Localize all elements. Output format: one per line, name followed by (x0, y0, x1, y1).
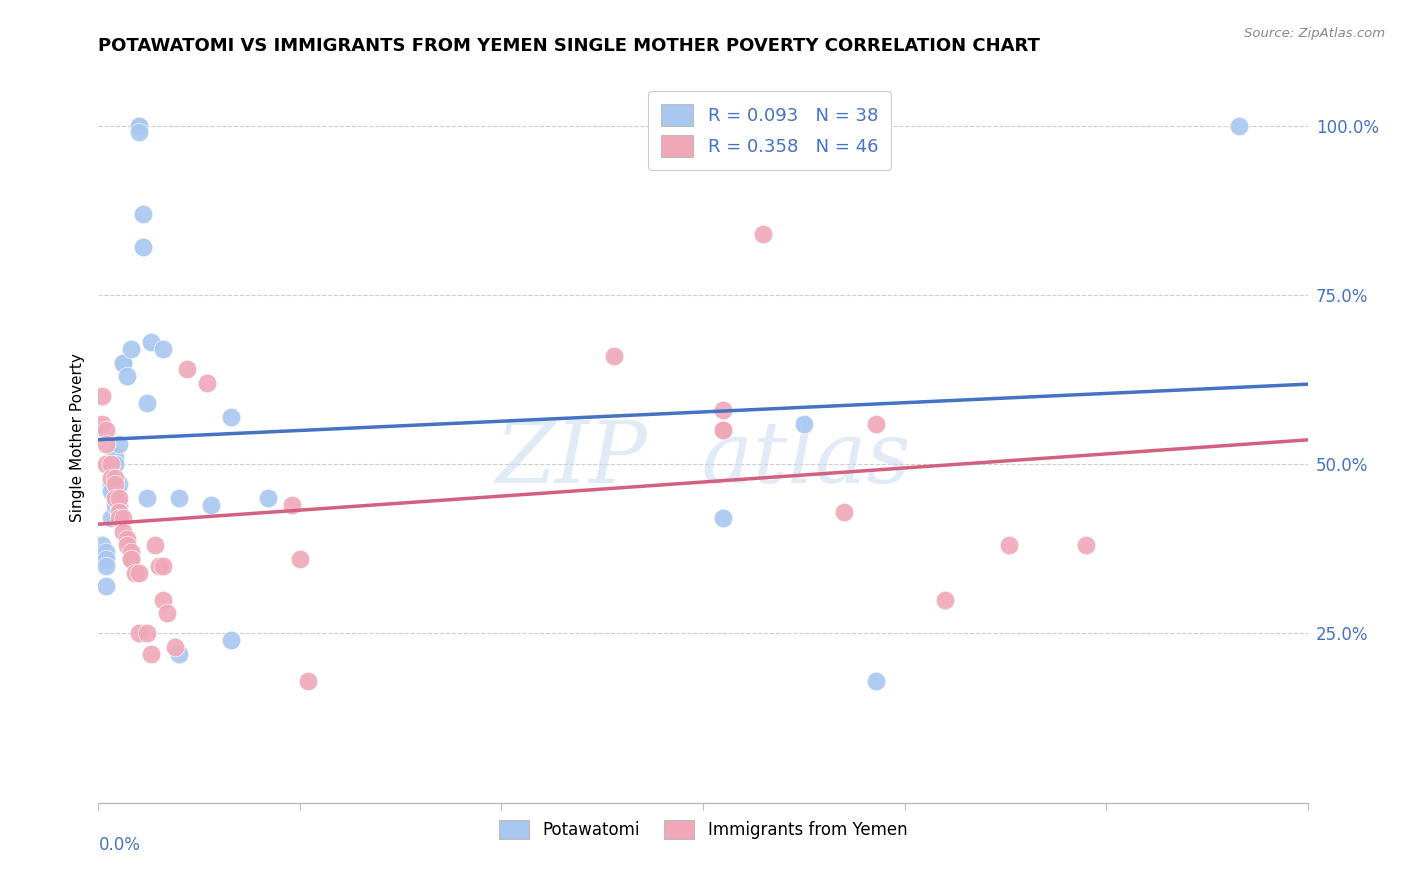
Point (793, 417, 815, 431)
Point (111, 355, 134, 369)
Point (603, 349, 626, 363)
Point (103, 457, 125, 471)
Point (100, 457, 122, 471)
Point (111, 524, 134, 539)
Point (711, 511, 734, 525)
Point (100, 471, 122, 485)
Point (288, 552, 311, 566)
Point (103, 477, 125, 491)
Point (120, 552, 142, 566)
Point (256, 491, 278, 505)
Point (152, 558, 174, 573)
Point (107, 505, 129, 519)
Legend: Potawatomi, Immigrants from Yemen: Potawatomi, Immigrants from Yemen (492, 814, 914, 846)
Point (167, 491, 190, 505)
Point (107, 498, 129, 512)
Point (91, 389, 114, 403)
Point (120, 552, 142, 566)
Point (120, 342, 142, 356)
Point (998, 538, 1021, 552)
Point (96, 545, 118, 559)
Point (103, 498, 125, 512)
Point (135, 396, 157, 410)
Point (139, 647, 162, 661)
Point (148, 558, 170, 573)
Point (163, 640, 186, 654)
Point (107, 511, 129, 525)
Point (128, 626, 150, 640)
Point (1227, 119, 1250, 133)
Point (100, 477, 122, 491)
Point (156, 606, 179, 620)
Y-axis label: Single Mother Poverty: Single Mother Poverty (69, 352, 84, 522)
Point (115, 532, 138, 546)
Point (96, 457, 118, 471)
Point (143, 538, 166, 552)
Point (152, 342, 174, 356)
Point (91, 538, 114, 552)
Text: 0.0%: 0.0% (98, 836, 141, 854)
Point (135, 491, 157, 505)
Point (96, 558, 118, 573)
Point (195, 376, 218, 390)
Point (152, 592, 174, 607)
Point (107, 477, 129, 491)
Point (711, 403, 734, 417)
Point (103, 471, 125, 485)
Text: ZIP  atlas: ZIP atlas (495, 417, 911, 500)
Point (96, 423, 118, 437)
Point (100, 484, 122, 499)
Point (96, 552, 118, 566)
Point (752, 227, 775, 241)
Point (111, 511, 134, 525)
Point (128, 119, 150, 133)
Point (107, 437, 129, 451)
Point (128, 566, 150, 580)
Text: Source: ZipAtlas.com: Source: ZipAtlas.com (1244, 27, 1385, 40)
Point (1074, 538, 1097, 552)
Point (135, 626, 157, 640)
Point (711, 423, 734, 437)
Point (865, 673, 887, 688)
Point (115, 538, 138, 552)
Point (124, 566, 146, 580)
Point (115, 369, 138, 384)
Text: POTAWATOMI VS IMMIGRANTS FROM YEMEN SINGLE MOTHER POVERTY CORRELATION CHART: POTAWATOMI VS IMMIGRANTS FROM YEMEN SING… (98, 37, 1040, 54)
Point (103, 450, 125, 465)
Point (221, 409, 243, 424)
Point (297, 673, 319, 688)
Point (865, 417, 887, 431)
Point (128, 119, 150, 133)
Point (167, 647, 190, 661)
Point (107, 491, 129, 505)
Point (132, 206, 155, 220)
Point (200, 498, 222, 512)
Point (176, 362, 198, 376)
Point (91, 417, 114, 431)
Point (221, 633, 243, 648)
Point (832, 505, 855, 519)
Point (934, 592, 956, 607)
Point (128, 125, 150, 139)
Point (111, 355, 134, 369)
Point (281, 498, 304, 512)
Point (96, 437, 118, 451)
Point (100, 477, 122, 491)
Point (100, 511, 122, 525)
Point (103, 491, 125, 505)
Point (711, 423, 734, 437)
Point (132, 240, 155, 254)
Point (139, 335, 162, 350)
Point (120, 545, 142, 559)
Point (96, 579, 118, 593)
